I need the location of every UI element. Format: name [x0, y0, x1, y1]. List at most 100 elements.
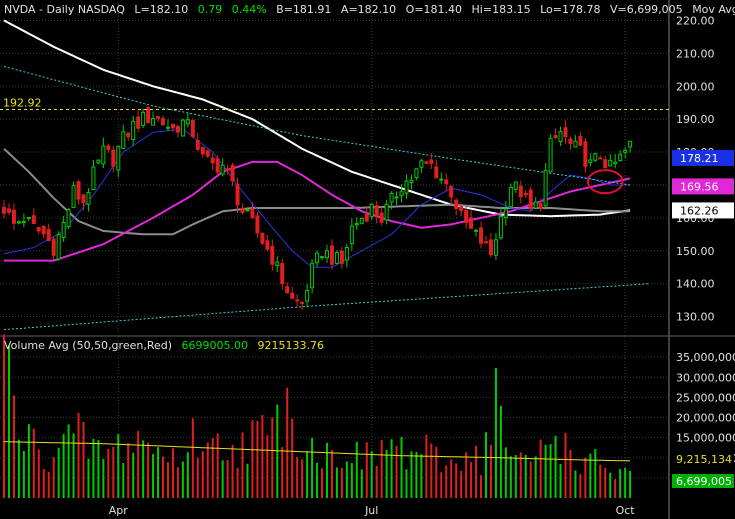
candle-down — [200, 146, 205, 155]
candle-down — [285, 286, 290, 294]
moving-average-line — [3, 128, 631, 268]
candle-down — [578, 136, 583, 146]
candle-down — [538, 203, 543, 210]
price-grid — [0, 4, 669, 333]
header-low: Lo=178.78 — [540, 3, 600, 16]
candle-down — [195, 139, 200, 150]
candle-down — [36, 227, 41, 232]
volume-panel[interactable]: 5,000,00010,000,00015,000,00020,000,0002… — [0, 334, 735, 498]
volume-tag-label: 9,215,134 — [676, 453, 732, 466]
candle-down — [523, 192, 528, 196]
candle-up — [21, 221, 26, 224]
candle-up — [334, 252, 339, 264]
candle-up — [409, 179, 414, 183]
price-tag-label: 178.21 — [680, 152, 719, 165]
candle-down — [329, 245, 334, 265]
candle-up — [180, 119, 185, 137]
candle-down — [126, 132, 131, 138]
candle-up — [305, 290, 310, 302]
candle-up — [404, 180, 409, 194]
candle-up — [26, 216, 31, 219]
candle-up — [315, 252, 320, 264]
candle-up — [613, 161, 618, 165]
candle-down — [230, 164, 235, 182]
level-line-group: 192.92 — [0, 97, 669, 111]
candle-up — [384, 203, 389, 221]
candle-down — [290, 292, 295, 299]
candle-down — [11, 209, 16, 224]
volume-tag-box — [672, 451, 734, 466]
candle-down — [205, 150, 210, 157]
candle-up — [91, 166, 96, 191]
candle-down — [156, 116, 161, 119]
candle-up — [121, 131, 126, 149]
candle-up — [608, 159, 613, 167]
candle-up — [419, 160, 424, 168]
moving-average-line — [4, 160, 631, 262]
candle-down — [255, 215, 260, 234]
candle-up — [618, 154, 623, 162]
candle-down — [563, 127, 568, 138]
candle-up — [141, 111, 146, 126]
candle-down — [364, 214, 369, 222]
candle-up — [548, 137, 553, 173]
candle-down — [479, 227, 484, 244]
candle-down — [424, 161, 429, 164]
candle-up — [498, 215, 503, 239]
candle-up — [543, 170, 548, 207]
volume-tick-label: 35,000,000 — [676, 351, 735, 364]
volume-tick-label: 15,000,000 — [676, 432, 735, 445]
candle-down — [111, 149, 116, 167]
candle-up — [558, 131, 563, 143]
candle-up — [573, 140, 578, 148]
header-volume: V=6,699,005 — [610, 3, 683, 16]
candle-down — [260, 232, 265, 244]
candle-down — [81, 194, 86, 204]
candle-up — [588, 159, 593, 164]
annotation-ellipse-shape — [586, 169, 624, 195]
volume-header-current: 6699005.00 — [182, 339, 248, 352]
candle-down — [225, 168, 230, 171]
trendline — [3, 66, 631, 186]
candle-up — [185, 119, 190, 125]
moving-average-line — [3, 19, 631, 218]
candle-down — [553, 134, 558, 139]
price-tick-label: 220.00 — [676, 14, 715, 27]
header-last: L=182.10 — [134, 3, 188, 16]
candle-up — [593, 153, 598, 161]
candle-up — [16, 221, 21, 224]
moving-average-lines — [3, 19, 651, 331]
candle-down — [295, 299, 300, 302]
volume-grid — [0, 337, 669, 498]
volume-tick-label: 30,000,000 — [676, 371, 735, 384]
candle-up — [344, 246, 349, 261]
candle-up — [399, 191, 404, 197]
candle-down — [603, 159, 608, 169]
candle-down — [518, 185, 523, 198]
candle-down — [2, 206, 6, 214]
candle-down — [235, 183, 240, 206]
candle-up — [71, 185, 76, 209]
candle-down — [51, 238, 56, 256]
candle-down — [106, 145, 111, 151]
volume-bars — [3, 334, 632, 498]
candle-down — [374, 205, 379, 217]
candle-up — [245, 209, 250, 212]
price-tags: 178.21 169.56 162.26 — [672, 149, 734, 219]
candle-up — [220, 164, 225, 175]
header-bid: B=181.91 — [276, 3, 331, 16]
candle-up — [628, 140, 633, 148]
header-pct: 0.44% — [232, 3, 267, 16]
candle-down — [528, 189, 533, 210]
candle-up — [101, 145, 106, 165]
candle-up — [533, 201, 538, 209]
candle-down — [31, 215, 36, 225]
price-tag-box — [672, 149, 734, 166]
candle-up — [116, 146, 121, 171]
candle-down — [568, 138, 573, 144]
candle-up — [474, 229, 479, 232]
price-tag-label: 162.26 — [680, 204, 719, 217]
annotation-ellipse — [586, 169, 624, 195]
